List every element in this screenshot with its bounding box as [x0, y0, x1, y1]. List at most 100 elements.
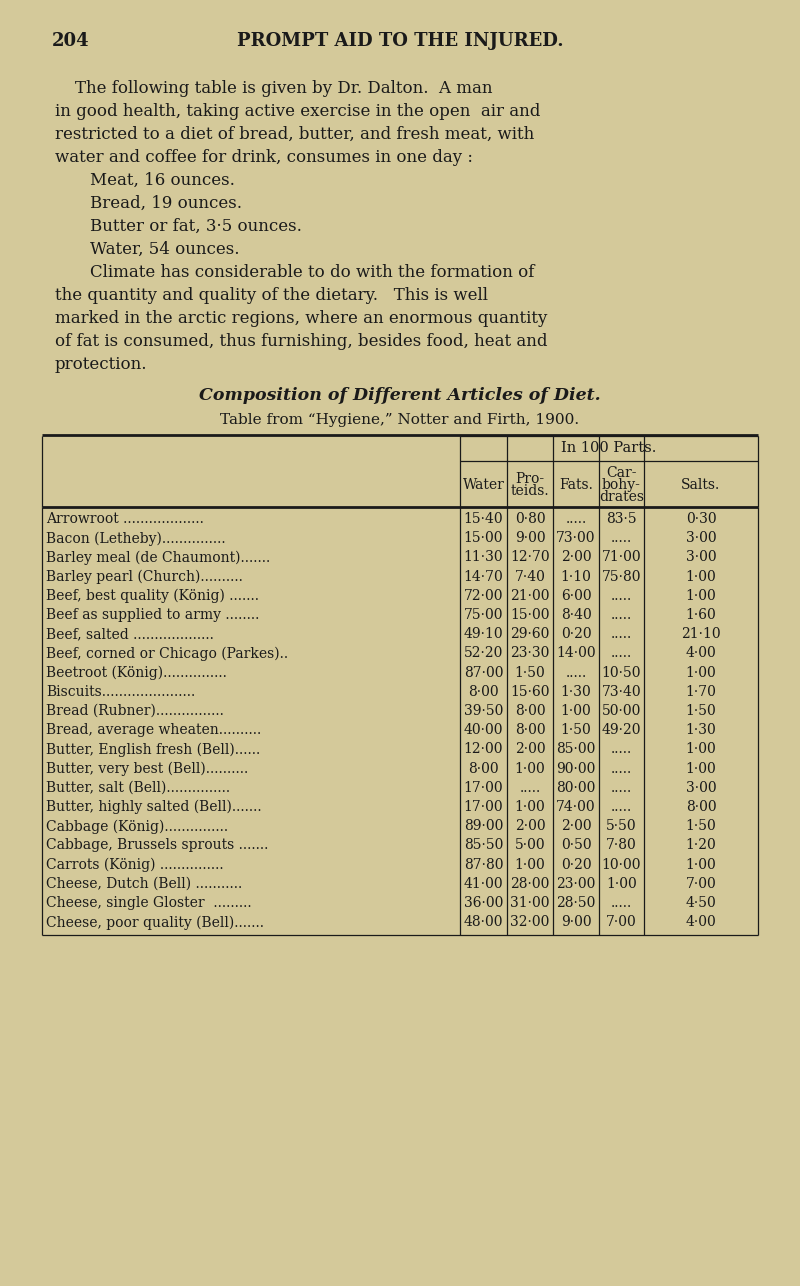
Text: Carrots (König) ...............: Carrots (König) ...............: [46, 858, 224, 872]
Text: 1·00: 1·00: [686, 761, 716, 775]
Text: 2·00: 2·00: [561, 819, 591, 833]
Text: 7·40: 7·40: [514, 570, 546, 584]
Text: bohy-: bohy-: [602, 478, 641, 493]
Text: Cheese, poor quality (Bell).......: Cheese, poor quality (Bell).......: [46, 916, 264, 930]
Text: Car-: Car-: [606, 466, 637, 480]
Text: Cabbage (König)...............: Cabbage (König)...............: [46, 819, 228, 833]
Text: Beetroot (König)...............: Beetroot (König)...............: [46, 666, 227, 680]
Text: 73·00: 73·00: [556, 531, 596, 545]
Text: Table from “Hygiene,” Notter and Firth, 1900.: Table from “Hygiene,” Notter and Firth, …: [221, 413, 579, 427]
Text: Fats.: Fats.: [559, 478, 593, 493]
Text: Composition of Different Articles of Diet.: Composition of Different Articles of Die…: [199, 387, 601, 404]
Text: Biscuits......................: Biscuits......................: [46, 685, 195, 698]
Text: 1·00: 1·00: [686, 742, 716, 756]
Text: 15·60: 15·60: [510, 685, 550, 698]
Text: 23·30: 23·30: [510, 647, 550, 661]
Text: 17·00: 17·00: [464, 800, 503, 814]
Text: 8·40: 8·40: [561, 608, 591, 622]
Text: Arrowroot ...................: Arrowroot ...................: [46, 512, 204, 526]
Text: 23·00: 23·00: [556, 877, 596, 891]
Text: 7·80: 7·80: [606, 838, 637, 853]
Text: In 100 Parts.: In 100 Parts.: [562, 441, 657, 455]
Text: 85·50: 85·50: [464, 838, 503, 853]
Text: 7·00: 7·00: [686, 877, 716, 891]
Text: drates: drates: [599, 490, 644, 504]
Text: 50·00: 50·00: [602, 703, 641, 718]
Text: 1·00: 1·00: [686, 666, 716, 679]
Text: 87·80: 87·80: [464, 858, 503, 872]
Text: 1·00: 1·00: [686, 570, 716, 584]
Text: 7·00: 7·00: [606, 916, 637, 930]
Text: Bread, average wheaten..........: Bread, average wheaten..........: [46, 723, 262, 737]
Text: Barley meal (de Chaumont).......: Barley meal (de Chaumont).......: [46, 550, 270, 565]
Text: 8·00: 8·00: [514, 723, 546, 737]
Text: 49·10: 49·10: [464, 628, 503, 642]
Text: .....: .....: [611, 608, 632, 622]
Text: 80·00: 80·00: [556, 781, 596, 795]
Text: 74·00: 74·00: [556, 800, 596, 814]
Text: Cheese, single Gloster  .........: Cheese, single Gloster .........: [46, 896, 252, 910]
Text: .....: .....: [611, 589, 632, 603]
Text: 1·60: 1·60: [686, 608, 716, 622]
Text: 89·00: 89·00: [464, 819, 503, 833]
Text: 204: 204: [52, 32, 90, 50]
Text: .....: .....: [611, 761, 632, 775]
Text: .....: .....: [611, 531, 632, 545]
Text: 1·00: 1·00: [606, 877, 637, 891]
Text: 73·40: 73·40: [602, 685, 642, 698]
Text: 1·30: 1·30: [561, 685, 591, 698]
Text: 4·00: 4·00: [686, 916, 716, 930]
Text: 0·50: 0·50: [561, 838, 591, 853]
Text: 0·20: 0·20: [561, 628, 591, 642]
Text: 3·00: 3·00: [686, 531, 716, 545]
Text: .....: .....: [611, 628, 632, 642]
Text: 1·00: 1·00: [686, 858, 716, 872]
Text: Cabbage, Brussels sprouts .......: Cabbage, Brussels sprouts .......: [46, 838, 268, 853]
Text: 21·10: 21·10: [681, 628, 721, 642]
Text: .....: .....: [566, 512, 586, 526]
Text: 1·50: 1·50: [686, 703, 716, 718]
Text: 8·00: 8·00: [468, 761, 499, 775]
Text: .....: .....: [566, 666, 586, 679]
Text: Beef, best quality (König) .......: Beef, best quality (König) .......: [46, 589, 259, 603]
Text: 1·20: 1·20: [686, 838, 716, 853]
Text: 28·00: 28·00: [510, 877, 550, 891]
Text: 32·00: 32·00: [510, 916, 550, 930]
Text: protection.: protection.: [55, 356, 147, 373]
Text: 49·20: 49·20: [602, 723, 642, 737]
Text: Butter, salt (Bell)...............: Butter, salt (Bell)...............: [46, 781, 230, 795]
Text: 83·5: 83·5: [606, 512, 637, 526]
Text: teids.: teids.: [510, 484, 550, 498]
Text: Cheese, Dutch (Bell) ...........: Cheese, Dutch (Bell) ...........: [46, 877, 242, 891]
Text: Salts.: Salts.: [682, 478, 721, 493]
Text: 15·00: 15·00: [510, 608, 550, 622]
Text: 71·00: 71·00: [602, 550, 642, 565]
Text: in good health, taking active exercise in the open  air and: in good health, taking active exercise i…: [55, 103, 540, 120]
Text: The following table is given by Dr. Dalton.  A man: The following table is given by Dr. Dalt…: [75, 80, 493, 96]
Text: Butter or fat, 3·5 ounces.: Butter or fat, 3·5 ounces.: [90, 219, 302, 235]
Text: restricted to a diet of bread, butter, and fresh meat, with: restricted to a diet of bread, butter, a…: [55, 126, 534, 143]
Text: 1·00: 1·00: [514, 800, 546, 814]
Text: 9·00: 9·00: [514, 531, 546, 545]
Text: 5·00: 5·00: [514, 838, 546, 853]
Text: 15·00: 15·00: [464, 531, 503, 545]
Text: Butter, very best (Bell)..........: Butter, very best (Bell)..........: [46, 761, 248, 775]
Text: Water, 54 ounces.: Water, 54 ounces.: [90, 240, 239, 258]
Text: 14·70: 14·70: [464, 570, 503, 584]
Text: 72·00: 72·00: [464, 589, 503, 603]
Text: 15·40: 15·40: [464, 512, 503, 526]
Text: Butter, highly salted (Bell).......: Butter, highly salted (Bell).......: [46, 800, 262, 814]
Text: Water: Water: [462, 478, 505, 493]
Text: 29·60: 29·60: [510, 628, 550, 642]
Text: 2·00: 2·00: [514, 742, 546, 756]
Text: 12·70: 12·70: [510, 550, 550, 565]
Text: 1·10: 1·10: [561, 570, 591, 584]
Text: 1·50: 1·50: [686, 819, 716, 833]
Text: Bread (Rubner)................: Bread (Rubner)................: [46, 703, 224, 718]
Text: 1·50: 1·50: [561, 723, 591, 737]
Text: Climate has considerable to do with the formation of: Climate has considerable to do with the …: [90, 264, 534, 282]
Text: .....: .....: [519, 781, 541, 795]
Text: 2·00: 2·00: [514, 819, 546, 833]
Text: 90·00: 90·00: [556, 761, 596, 775]
Text: 1·50: 1·50: [514, 666, 546, 679]
